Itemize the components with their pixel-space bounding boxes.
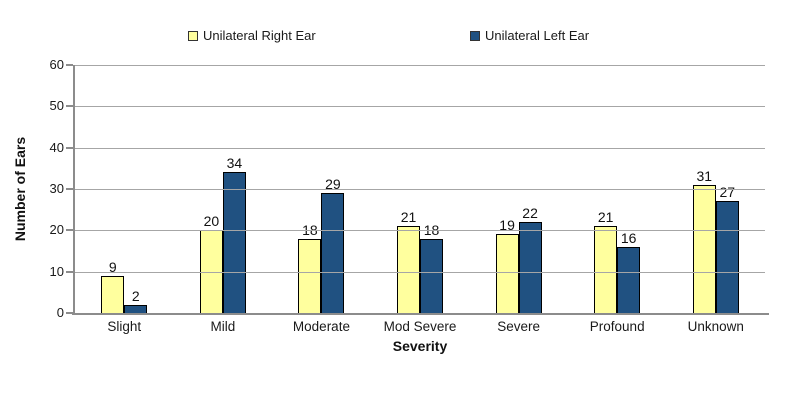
gridline-10 [75,271,765,273]
legend-swatch-right-ear [188,31,198,41]
legend-label-left-ear: Unilateral Left Ear [485,28,590,43]
x-category-label: Mod Severe [383,319,457,334]
y-axis-line [73,65,75,314]
gridline-60 [75,65,765,66]
bar-group-profound: 21 16 [568,65,667,313]
bar-right-ear [298,239,322,313]
y-tick-mark-20 [66,229,73,232]
y-tick-label-0: 0 [56,305,64,320]
bar-right-ear [495,234,519,313]
x-category-label: Severe [497,319,540,334]
x-category-label: Unknown [687,319,744,334]
bar-left-ear [321,193,345,313]
bar-value-label: 9 [108,259,117,275]
bar-left-ear [222,172,246,313]
y-tick-mark-10 [66,270,73,273]
bar-left-ear [715,201,739,313]
bar-value-label: 18 [302,222,318,238]
y-tick-label-30: 30 [49,181,64,196]
bar-group-severe: 19 22 [469,65,568,313]
bar-left-ear [124,305,148,313]
plot-area: 9 2 20 34 18 29 21 18 19 22 21 16 31 27 [66,64,769,315]
bar-column: 27 [715,184,739,313]
bar-column: 9 [101,259,125,313]
bar-value-label: 27 [719,184,736,200]
legend-swatch-left-ear [470,31,480,41]
bar-right-ear [101,276,125,313]
x-category-label: Moderate [292,319,350,334]
bar-value-label: 19 [499,217,515,233]
bar-column: 19 [495,217,519,313]
bar-right-ear [692,185,716,313]
bar-value-label: 31 [696,168,713,184]
x-axis-line [72,313,769,315]
bar-column: 21 [397,209,421,313]
bar-group-unknown: 31 27 [666,65,765,313]
legend-item-right-ear: Unilateral Right Ear [188,28,316,44]
x-category-label: Mild [210,319,236,334]
gridline-20 [75,230,765,232]
bar-value-label: 2 [131,288,140,304]
y-tick-label-60: 60 [49,57,64,72]
bar-left-ear [617,247,641,313]
y-tick-label-20: 20 [49,222,64,238]
bar-group-mod-severe: 21 18 [371,65,470,313]
bar-column: 29 [321,176,345,313]
bar-value-label: 21 [597,209,614,225]
x-axis-title: Severity [392,338,448,354]
y-tick-mark-60 [66,64,73,66]
bar-column: 21 [594,209,618,313]
bar-column: 18 [420,222,444,313]
y-tick-mark-50 [66,105,73,108]
bar-column: 20 [199,213,223,313]
gridline-50 [75,106,765,108]
bar-column: 18 [298,222,322,313]
bar-column: 16 [617,230,641,313]
bar-left-ear [518,222,542,313]
bar-column: 2 [124,288,148,313]
x-category-label: Slight [107,319,142,334]
bar-value-label: 29 [325,176,341,192]
bar-right-ear [397,226,421,313]
bar-column: 22 [518,205,542,313]
bar-value-label: 21 [400,209,417,225]
bar-right-ear [594,226,618,313]
bar-left-ear [420,239,444,313]
bar-value-label: 22 [522,205,538,221]
legend-label-right-ear: Unilateral Right Ear [203,28,316,43]
bar-value-label: 18 [423,222,440,238]
bar-column: 34 [222,155,246,313]
legend-item-left-ear: Unilateral Left Ear [470,28,589,44]
y-tick-mark-0 [66,312,73,314]
bar-group-mild: 20 34 [174,65,273,313]
y-tick-label-10: 10 [49,263,64,279]
y-tick-label-40: 40 [49,139,64,155]
bar-groups: 9 2 20 34 18 29 21 18 19 22 21 16 31 27 [75,65,765,313]
y-tick-mark-40 [66,146,73,149]
bar-value-label: 16 [620,230,637,246]
y-tick-mark-30 [66,188,73,190]
bar-value-label: 34 [226,155,243,171]
gridline-40 [75,147,765,149]
y-tick-label-50: 50 [49,98,64,114]
gridline-30 [75,189,765,190]
x-category-labels: Slight Mild Moderate Mod Severe Severe Profou… [75,318,765,335]
bar-value-label: 20 [203,213,220,229]
x-category-label: Profound [589,319,645,334]
bar-column: 31 [692,168,716,313]
bar-group-moderate: 18 29 [272,65,371,313]
